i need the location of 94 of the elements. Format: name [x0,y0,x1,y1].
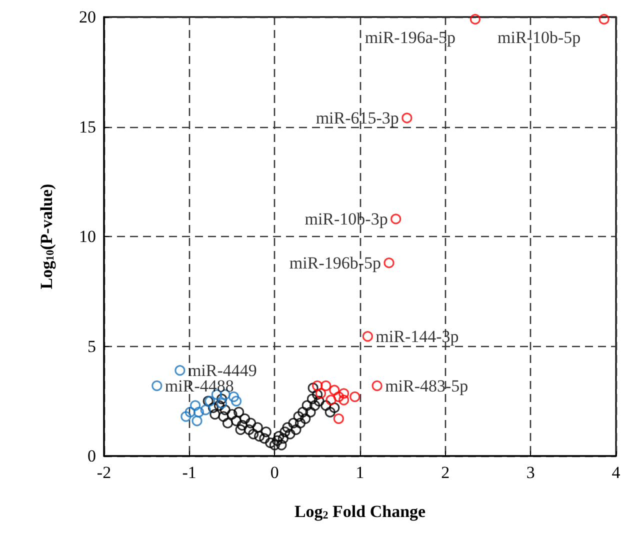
y-tick-label: 5 [88,336,96,356]
point [314,396,324,406]
point [235,424,246,435]
point [276,440,287,450]
point [240,413,250,424]
point [338,388,350,399]
point [200,404,211,416]
point [324,406,336,418]
x-tick-label: 3 [526,463,535,482]
x-tick-label: 1 [356,463,364,482]
point [244,424,254,435]
annotation: miR-4449 [188,360,257,380]
point [282,422,293,433]
point [362,331,373,342]
point [230,396,242,406]
point [226,408,238,420]
point [220,404,230,416]
x-tick-label: 4 [612,463,621,482]
annotation: miR-196a-5p [364,28,456,48]
point [306,394,318,404]
point [192,416,202,426]
point [278,433,288,444]
point [208,402,219,414]
point [272,435,283,446]
point [320,380,332,392]
point [309,400,320,411]
point [470,14,480,24]
point [210,408,220,420]
point [329,402,340,414]
point [230,416,242,426]
point [234,406,244,418]
point [372,380,382,392]
y-tick-label: 10 [79,227,96,246]
point [338,394,350,406]
x-tick-label: -1 [182,463,196,482]
point [180,411,192,422]
point [290,424,302,435]
annotation: miR-10b-3p [304,209,388,228]
point [252,422,263,433]
y-tick-label: 20 [79,8,96,26]
point [216,394,228,404]
point [298,406,308,418]
point [315,388,326,399]
point [293,411,304,422]
annotation: miR-615-3p [316,108,399,128]
annotation: miR-10b-5p [498,28,581,48]
point [350,391,360,402]
point [312,389,323,400]
point [302,400,312,411]
point [384,258,394,268]
point [269,440,280,450]
point [402,112,412,124]
x-tick-label: 2 [441,463,450,482]
point [390,214,402,224]
point [333,413,344,424]
point [222,418,234,428]
point [308,382,318,394]
annotation: miR-196b-5p [289,253,382,272]
point [260,426,272,438]
annotation: miR-483-5p [385,376,468,396]
point [294,418,306,428]
point [184,406,196,418]
point [174,365,186,376]
point [305,406,316,418]
point [288,418,299,428]
point [329,384,340,396]
point [248,428,259,440]
point [193,406,204,418]
point [333,391,344,402]
point [214,400,224,411]
point [216,398,228,409]
point [280,426,290,438]
point [245,418,256,428]
point [265,438,276,448]
y-tick-label: 15 [79,117,96,136]
point [152,380,162,392]
point [320,400,332,411]
y-axis-title: Log10(P-value) [37,184,56,290]
point [218,411,229,422]
point [254,430,265,442]
point [312,380,323,392]
point [190,400,201,411]
point [228,391,240,402]
point [284,428,296,440]
point [326,394,336,406]
point [300,413,311,424]
x-tick-label: -2 [96,463,112,482]
point [259,433,270,444]
point [598,14,610,24]
y-tick-label: 0 [88,446,96,466]
annotation: miR-144-3p [376,326,459,346]
point [236,420,248,431]
x-tick-label: 0 [270,463,279,482]
point [274,430,284,442]
